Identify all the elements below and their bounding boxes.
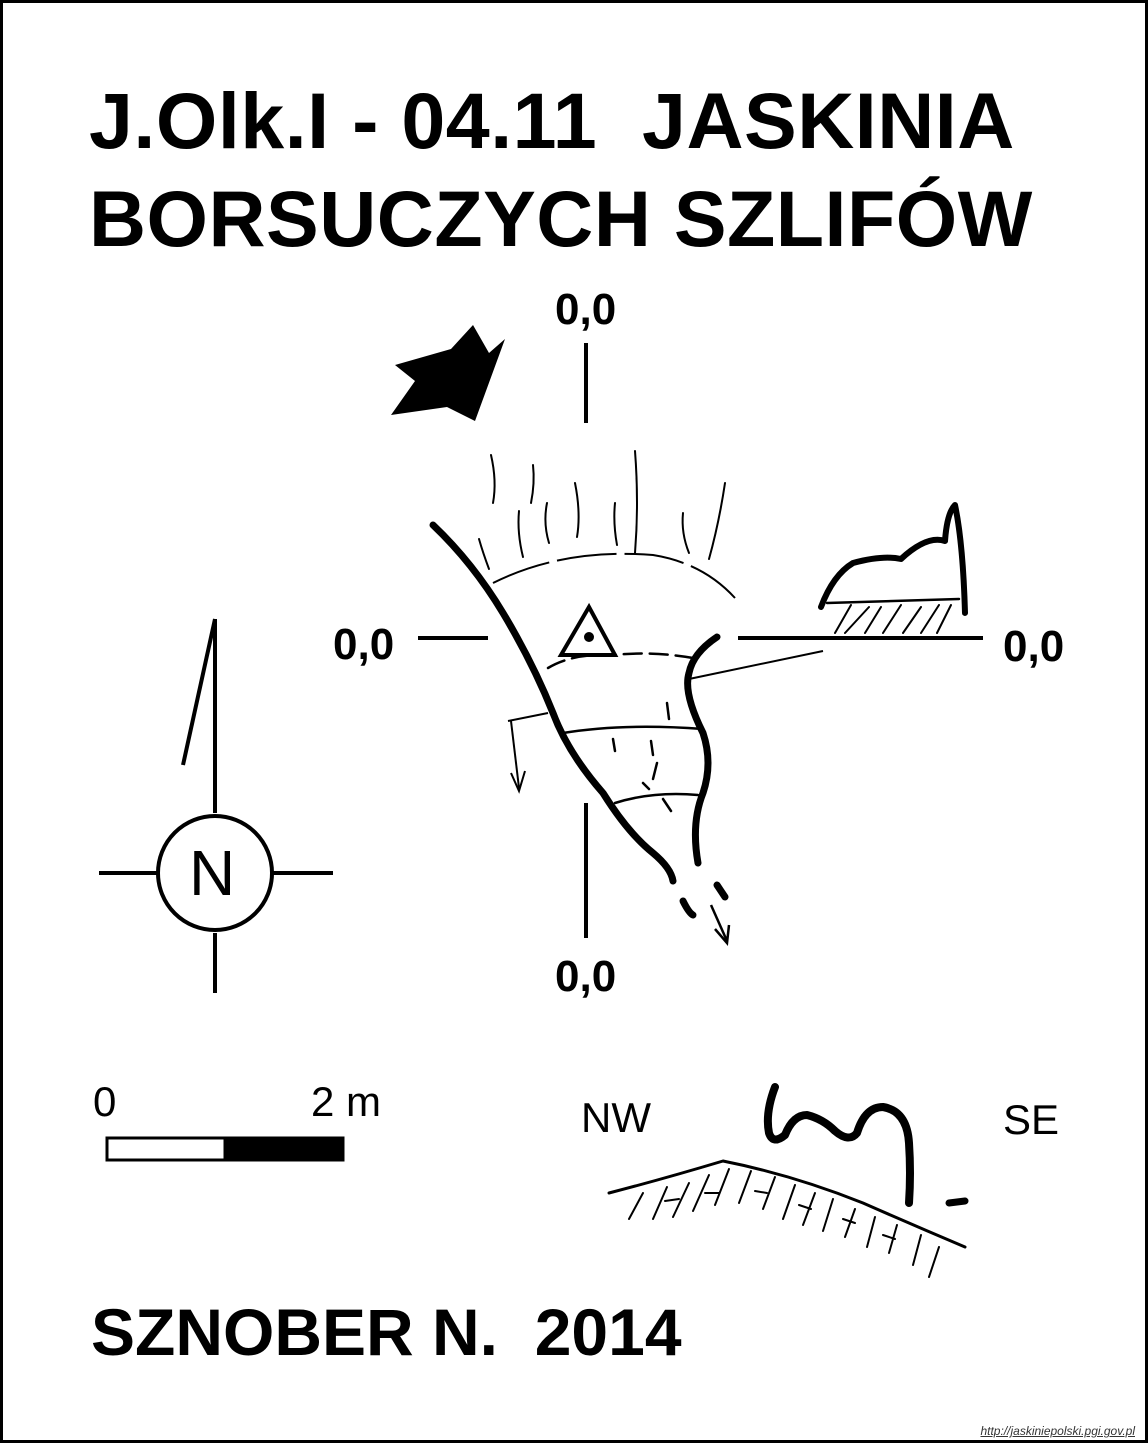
cave-floor-steps [546, 652, 705, 813]
drop-arrow-icon [507, 712, 549, 794]
scale-bar [105, 1136, 345, 1162]
cave-plan-drawing [99, 325, 983, 1278]
section-label-nw: NW [581, 1094, 651, 1141]
datum-label-top: 0,0 [555, 285, 617, 334]
cross-section-profile [607, 1083, 969, 1278]
datum-point-icon [557, 602, 619, 657]
datum-label-bottom: 0,0 [555, 952, 617, 1001]
author-credit: SZNOBER N. 2014 [91, 1295, 682, 1369]
entrance-profile [818, 502, 968, 634]
datum-cross [418, 343, 983, 938]
section-line [688, 650, 824, 680]
continuation-arrow-icon [709, 904, 731, 946]
scale-start-label: 0 [93, 1078, 117, 1125]
section-label-se: SE [1003, 1096, 1060, 1143]
drip-line [492, 552, 736, 599]
datum-label-left: 0,0 [333, 620, 395, 669]
entrance-arrow-icon [391, 325, 505, 421]
cave-walls [429, 521, 729, 919]
datum-label-right: 0,0 [1003, 622, 1065, 671]
map-title-line-1: J.Olk.I - 04.11 JASKINIA [89, 76, 1015, 165]
map-title-line-2: BORSUCZYCH SZLIFÓW [89, 174, 1033, 263]
north-arrow-icon [99, 618, 333, 993]
slope-hachures [478, 450, 726, 570]
scale-end-label: 2 m [311, 1078, 382, 1125]
source-link[interactable]: http://jaskiniepolski.pgi.gov.pl [980, 1424, 1135, 1438]
north-label: N [189, 837, 236, 909]
